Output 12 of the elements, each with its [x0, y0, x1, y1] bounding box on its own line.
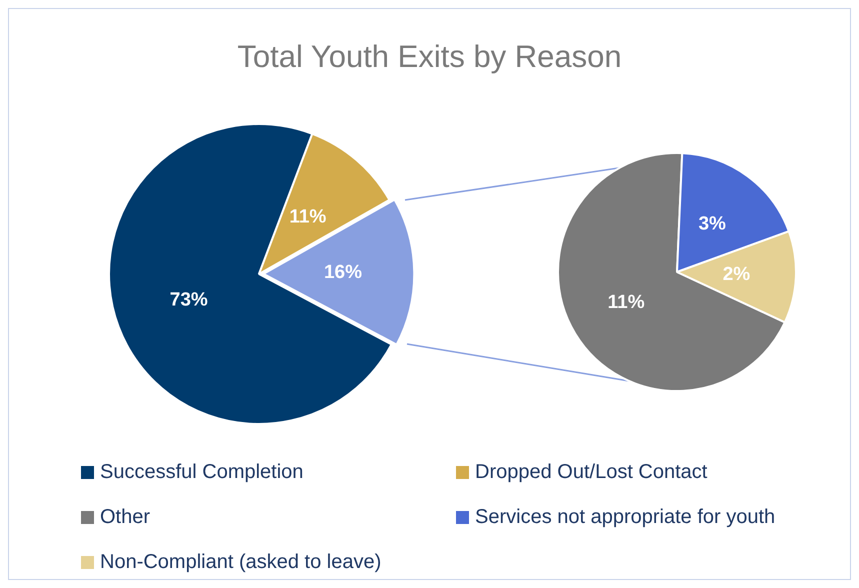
data-label: 73%	[170, 290, 208, 311]
legend-label: Services not appropriate for youth	[475, 506, 776, 529]
data-label: 11%	[289, 206, 326, 228]
data-label: 11%	[608, 292, 645, 314]
legend-label: Successful Completion	[100, 461, 304, 484]
legend-label: Other	[100, 506, 150, 529]
chart-title: Total Youth Exits by Reason	[236, 39, 623, 75]
legend-label: Dropped Out/Lost Contact	[475, 461, 708, 484]
data-label: 16%	[324, 262, 362, 284]
data-label: 2%	[722, 264, 750, 285]
legend-label: Non-Compliant (asked to leave)	[100, 551, 382, 574]
data-label: 3%	[698, 213, 726, 234]
